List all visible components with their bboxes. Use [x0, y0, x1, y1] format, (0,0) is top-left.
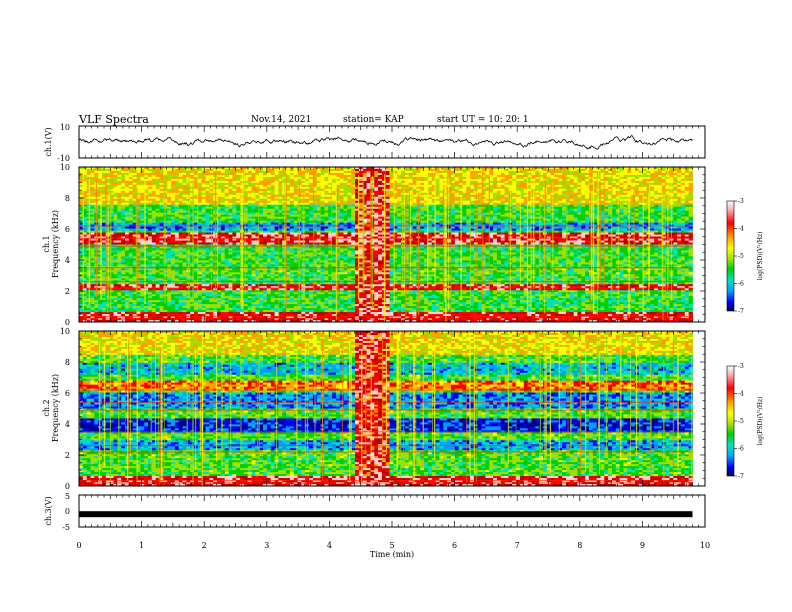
time-axis-label: Time (min) — [370, 550, 414, 559]
ch2-spectrogram-image — [78, 331, 693, 487]
ch1-spectrogram-panel: 0 2 4 6 8 10 ch.1 Frequency (kHz) — [42, 163, 706, 327]
colorbar-tick-label: -3 — [738, 198, 744, 205]
frequency-tick-label: 6 — [65, 389, 70, 398]
frequency-tick-label: 10 — [60, 163, 70, 172]
x-tick-label: 5 — [389, 541, 394, 550]
colorbar-tick-label: -7 — [738, 308, 744, 315]
ch1-waveform-ylabel: ch.1(V) — [44, 127, 53, 156]
x-tick-label: 2 — [202, 541, 207, 550]
header-station: station= KAP — [343, 115, 404, 125]
ch3-ytick-top: 5 — [65, 492, 70, 501]
x-tick-label: 6 — [452, 541, 457, 550]
header-start-time: start UT = 10: 20: 1 — [437, 115, 529, 125]
x-tick-label: 0 — [76, 541, 81, 550]
frequency-tick-label: 2 — [65, 287, 70, 296]
ch1-frequency-ticks: 0 2 4 6 8 10 — [60, 163, 705, 327]
colorbar-tick-label: -6 — [738, 446, 744, 453]
x-tick-label: 7 — [515, 541, 520, 550]
colorbar-tick-label: -4 — [738, 391, 744, 398]
colorbar-tick-label: -5 — [738, 418, 744, 425]
ch1-waveform-panel: 10 -10 ch.1(V) — [44, 123, 706, 163]
ch2-colorbar-label: log(PSD)(V²/Hz) — [757, 397, 764, 446]
ch1-colorbar-gradient — [726, 200, 735, 312]
time-axis-tick-labels: 0 1 2 3 4 5 6 7 8 9 10 — [76, 541, 710, 550]
ch1-colorbar-label: log(PSD)(V²/Hz) — [757, 232, 764, 281]
colorbar-tick-label: -5 — [738, 253, 744, 260]
frequency-tick-label: 0 — [65, 318, 70, 327]
colorbar-tick-label: -3 — [738, 363, 744, 370]
frequency-tick-label: 0 — [65, 482, 70, 491]
frequency-tick-label: 4 — [65, 256, 70, 265]
x-tick-label: 9 — [640, 541, 645, 550]
ch2-spectrogram-panel: 0 2 4 6 8 10 ch.2 Frequency (kHz) — [42, 327, 706, 491]
ch2-colorbar-ticks: -3 -4 -5 -6 -7 — [734, 363, 744, 480]
colorbar-tick-label: -7 — [738, 473, 744, 480]
frequency-tick-label: 8 — [65, 358, 70, 367]
x-tick-label: 8 — [577, 541, 582, 550]
ch3-waveform-panel: 5 0 -5 ch.3(V) — [44, 492, 706, 532]
time-axis-ticks — [78, 126, 706, 527]
ch1-colorbar-ticks: -3 -4 -5 -6 -7 — [734, 198, 744, 315]
x-tick-label: 4 — [327, 541, 332, 550]
frequency-tick-label: 2 — [65, 451, 70, 460]
ch3-ytick-bottom: -5 — [62, 523, 70, 532]
ch2-spectrogram-ylabel: Frequency (kHz) — [51, 374, 60, 442]
ch1-ytick-top: 10 — [60, 123, 70, 132]
frequency-tick-label: 10 — [60, 327, 70, 336]
ch2-spectrogram-ylabel-channel: ch.2 — [42, 399, 51, 416]
figure-title: VLF Spectra — [78, 113, 149, 126]
x-tick-label: 3 — [264, 541, 269, 550]
colorbar-tick-label: -4 — [738, 226, 744, 233]
frequency-tick-label: 6 — [65, 225, 70, 234]
x-tick-label: 10 — [700, 541, 710, 550]
ch1-waveform-line — [78, 134, 693, 150]
ch1-ytick-bottom: -10 — [57, 154, 70, 163]
ch1-spectrogram-ylabel-channel: ch.1 — [42, 235, 51, 252]
ch3-waveform-ylabel: ch.3(V) — [44, 496, 53, 525]
ch1-spectrogram-image — [79, 167, 693, 323]
colorbar-tick-label: -6 — [738, 281, 744, 288]
ch2-frequency-ticks: 0 2 4 6 8 10 — [60, 327, 705, 491]
x-tick-label: 1 — [139, 541, 144, 550]
frequency-tick-label: 4 — [65, 420, 70, 429]
ch2-colorbar: -3 -4 -5 -6 -7 log(PSD)(V²/Hz) — [726, 363, 764, 480]
ch2-colorbar-gradient — [726, 365, 735, 477]
ch3-waveform-line — [79, 511, 693, 518]
frequency-tick-label: 8 — [65, 194, 70, 203]
ch3-ytick-zero: 0 — [65, 507, 70, 516]
ch1-spectrogram-ylabel: Frequency (kHz) — [51, 210, 60, 278]
ch1-colorbar: -3 -4 -5 -6 -7 log(PSD)(V²/Hz) — [726, 198, 764, 315]
header-date: Nov.14, 2021 — [251, 115, 311, 125]
